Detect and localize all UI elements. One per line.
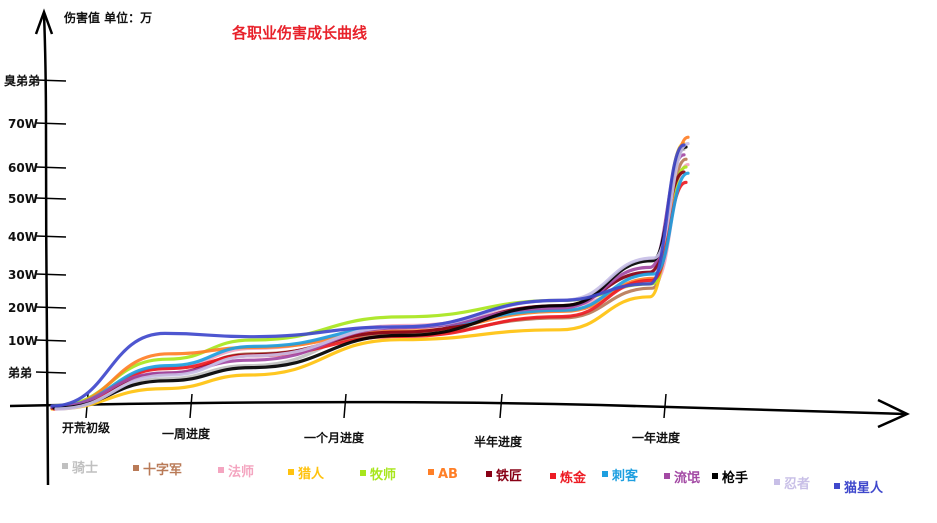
legend-swatch	[218, 467, 224, 473]
x-tick-label: 开荒初级	[62, 420, 110, 435]
legend-swatch	[712, 473, 718, 479]
legend-swatch	[360, 470, 366, 476]
y-tick-label: 弟弟	[8, 365, 32, 380]
y-tick-mark	[35, 339, 67, 342]
legend-label: 枪手	[722, 470, 748, 486]
legend-item: 牧师	[360, 467, 396, 483]
y-axis	[34, 8, 54, 486]
x-ticks: 开荒初级 一周进度 一个月进度 半年进度 一年进度	[62, 393, 681, 449]
series-line	[50, 143, 686, 408]
legend-label: 猫星人	[844, 480, 884, 496]
legend-swatch	[486, 471, 492, 477]
legend-item: 忍者	[774, 476, 810, 492]
legend-item: 猫星人	[834, 480, 884, 496]
legend-swatch	[602, 471, 608, 477]
legend-item: 铁匠	[486, 468, 522, 484]
y-tick-mark	[35, 235, 67, 238]
legend-item: AB	[428, 467, 458, 482]
y-tick-label: 40W	[8, 230, 38, 244]
legend-item: 骑士	[62, 460, 98, 476]
legend-item: 猎人	[288, 466, 325, 482]
y-tick-mark	[35, 122, 67, 125]
legend-item: 流氓	[664, 470, 700, 486]
legend-label: 炼金	[560, 470, 587, 486]
x-tick-label: 一个月进度	[304, 430, 365, 445]
legend-item: 炼金	[550, 470, 587, 486]
legend-swatch	[62, 463, 68, 469]
legend-label: AB	[438, 467, 458, 482]
x-tick-label: 一周进度	[162, 426, 211, 441]
legend-swatch	[834, 483, 840, 489]
series-lines	[50, 135, 690, 411]
legend-item: 枪手	[712, 470, 748, 486]
x-axis	[9, 398, 910, 429]
series-line	[50, 142, 686, 411]
legend-label: 猎人	[298, 466, 325, 482]
y-tick-label: 臭弟弟	[4, 73, 40, 88]
y-tick-label: 50W	[8, 192, 38, 206]
legend-swatch	[664, 473, 670, 479]
legend-label: 铁匠	[495, 468, 522, 484]
y-tick-mark	[35, 306, 67, 309]
x-tick-mark	[499, 393, 503, 419]
legend-item: 刺客	[602, 468, 639, 484]
y-tick-mark	[35, 273, 67, 276]
legend-label: 忍者	[784, 476, 810, 492]
x-tick-mark	[189, 393, 193, 419]
legend-label: 流氓	[674, 470, 700, 486]
series-line	[52, 145, 688, 410]
legend-item: 法师	[218, 464, 254, 480]
y-tick-mark	[35, 166, 67, 169]
x-tick-label: 一年进度	[632, 430, 681, 445]
y-tick-label: 30W	[8, 268, 38, 282]
y-tick-mark	[35, 79, 67, 82]
legend: 骑士 十字军 法师 猎人 牧师 AB 铁匠 炼金 刺客 流氓 枪手 忍者 猫星人	[62, 460, 884, 496]
x-tick-label: 半年进度	[474, 434, 523, 449]
legend-swatch	[774, 479, 780, 485]
y-tick-label: 70W	[8, 117, 38, 131]
y-tick-label: 10W	[8, 334, 38, 348]
series-line	[50, 170, 686, 410]
legend-label: 法师	[228, 464, 254, 480]
y-tick-mark	[35, 197, 67, 200]
y-axis-unit-label: 伤害值 单位：万	[63, 10, 152, 25]
y-tick-label: 60W	[8, 161, 38, 175]
x-tick-mark	[343, 393, 347, 419]
legend-label: 骑士	[72, 460, 98, 476]
x-tick-mark	[663, 393, 667, 419]
legend-swatch	[288, 469, 294, 475]
legend-label: 牧师	[370, 467, 396, 483]
y-ticks: 弟弟 10W 20W 30W 40W 50W 60W 70W 臭弟弟	[4, 73, 67, 380]
legend-swatch	[428, 469, 434, 475]
legend-label: 十字军	[143, 462, 182, 478]
y-tick-label: 20W	[8, 301, 38, 315]
legend-item: 十字军	[133, 462, 182, 478]
chart-title: 各职业伤害成长曲线	[231, 24, 367, 42]
y-tick-mark	[35, 371, 67, 374]
legend-swatch	[550, 473, 556, 479]
legend-swatch	[133, 465, 139, 471]
legend-label: 刺客	[612, 468, 639, 484]
